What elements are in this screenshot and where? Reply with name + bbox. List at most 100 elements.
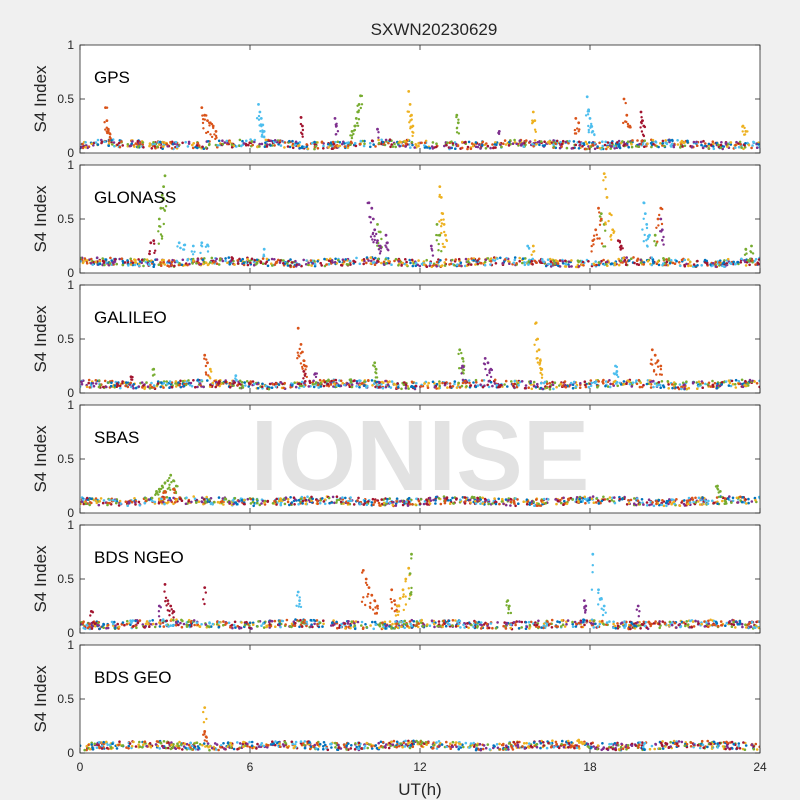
- baseline-point: [195, 262, 198, 265]
- baseline-point: [110, 620, 114, 624]
- baseline-point: [367, 259, 370, 262]
- baseline-point: [617, 263, 621, 267]
- data-point: [371, 217, 375, 221]
- data-point: [611, 228, 615, 232]
- data-point: [594, 228, 598, 232]
- data-point: [657, 224, 660, 227]
- baseline-point: [260, 502, 263, 505]
- baseline-point: [530, 259, 534, 263]
- data-point: [352, 129, 356, 132]
- baseline-point: [360, 624, 363, 627]
- baseline-point: [743, 146, 747, 149]
- baseline-point: [478, 143, 481, 146]
- baseline-point: [339, 500, 343, 504]
- baseline-point: [115, 262, 118, 266]
- baseline-point: [144, 499, 148, 503]
- baseline-point: [544, 501, 548, 505]
- baseline-point: [209, 383, 212, 387]
- baseline-point: [679, 146, 682, 149]
- baseline-point: [541, 144, 545, 147]
- data-point: [301, 132, 304, 136]
- baseline-point: [640, 385, 644, 389]
- baseline-point: [365, 503, 369, 507]
- baseline-point: [461, 378, 465, 382]
- baseline-point: [310, 264, 313, 267]
- data-point: [204, 364, 208, 368]
- baseline-point: [232, 384, 235, 387]
- data-point: [379, 250, 382, 253]
- baseline-point: [380, 380, 384, 384]
- baseline-point: [571, 383, 575, 387]
- baseline-point: [283, 141, 287, 144]
- baseline-point: [298, 625, 301, 629]
- baseline-point: [329, 257, 332, 261]
- baseline-point: [99, 383, 102, 387]
- baseline-point: [500, 500, 504, 503]
- baseline-point: [642, 503, 645, 506]
- baseline-point: [97, 503, 101, 507]
- data-point: [303, 359, 306, 363]
- baseline-point: [260, 624, 263, 627]
- data-point: [441, 212, 445, 216]
- baseline-point: [610, 145, 613, 148]
- data-point: [161, 207, 165, 210]
- baseline-point: [723, 499, 727, 503]
- data-point: [608, 212, 612, 216]
- baseline-point: [680, 139, 684, 143]
- baseline-point: [738, 619, 742, 623]
- baseline-point: [686, 139, 689, 143]
- baseline-point: [432, 264, 435, 267]
- baseline-point: [129, 144, 133, 148]
- data-point: [586, 113, 590, 116]
- baseline-point: [701, 381, 704, 385]
- baseline-point: [217, 139, 221, 143]
- baseline-point: [179, 385, 183, 389]
- baseline-point: [414, 384, 418, 388]
- baseline-point: [257, 620, 260, 623]
- baseline-point: [495, 383, 499, 387]
- baseline-point: [186, 145, 190, 148]
- baseline-point: [429, 499, 433, 502]
- baseline-point: [224, 257, 227, 260]
- baseline-point: [267, 387, 271, 391]
- baseline-point: [288, 145, 292, 149]
- baseline-point: [497, 497, 501, 501]
- panel-points: [80, 172, 760, 269]
- baseline-point: [110, 259, 113, 262]
- baseline-point: [538, 143, 541, 147]
- baseline-point: [383, 503, 386, 507]
- data-point: [163, 209, 167, 212]
- baseline-point: [573, 620, 577, 624]
- data-point: [460, 366, 463, 370]
- baseline-point: [472, 259, 476, 262]
- baseline-point: [670, 138, 674, 142]
- data-point: [489, 375, 493, 379]
- baseline-point: [196, 141, 200, 145]
- baseline-point: [540, 261, 543, 265]
- baseline-point: [150, 385, 154, 389]
- baseline-point: [289, 386, 292, 389]
- baseline-point: [214, 385, 217, 389]
- baseline-point: [180, 499, 184, 503]
- baseline-point: [282, 386, 286, 390]
- baseline-point: [474, 378, 478, 382]
- baseline-point: [431, 141, 435, 144]
- data-point: [384, 233, 388, 237]
- baseline-point: [215, 380, 218, 384]
- baseline-point: [323, 502, 327, 506]
- baseline-point: [143, 386, 147, 389]
- baseline-point: [136, 139, 140, 143]
- baseline-point: [175, 145, 179, 148]
- baseline-point: [313, 140, 316, 144]
- data-point: [482, 362, 486, 365]
- baseline-point: [507, 144, 511, 147]
- baseline-point: [651, 138, 655, 142]
- data-point: [301, 367, 304, 370]
- baseline-point: [107, 381, 110, 384]
- panel-axes-background: [80, 525, 760, 633]
- baseline-point: [190, 500, 193, 504]
- baseline-point: [273, 258, 276, 261]
- baseline-point: [101, 259, 105, 263]
- baseline-point: [111, 143, 114, 146]
- baseline-point: [137, 258, 140, 261]
